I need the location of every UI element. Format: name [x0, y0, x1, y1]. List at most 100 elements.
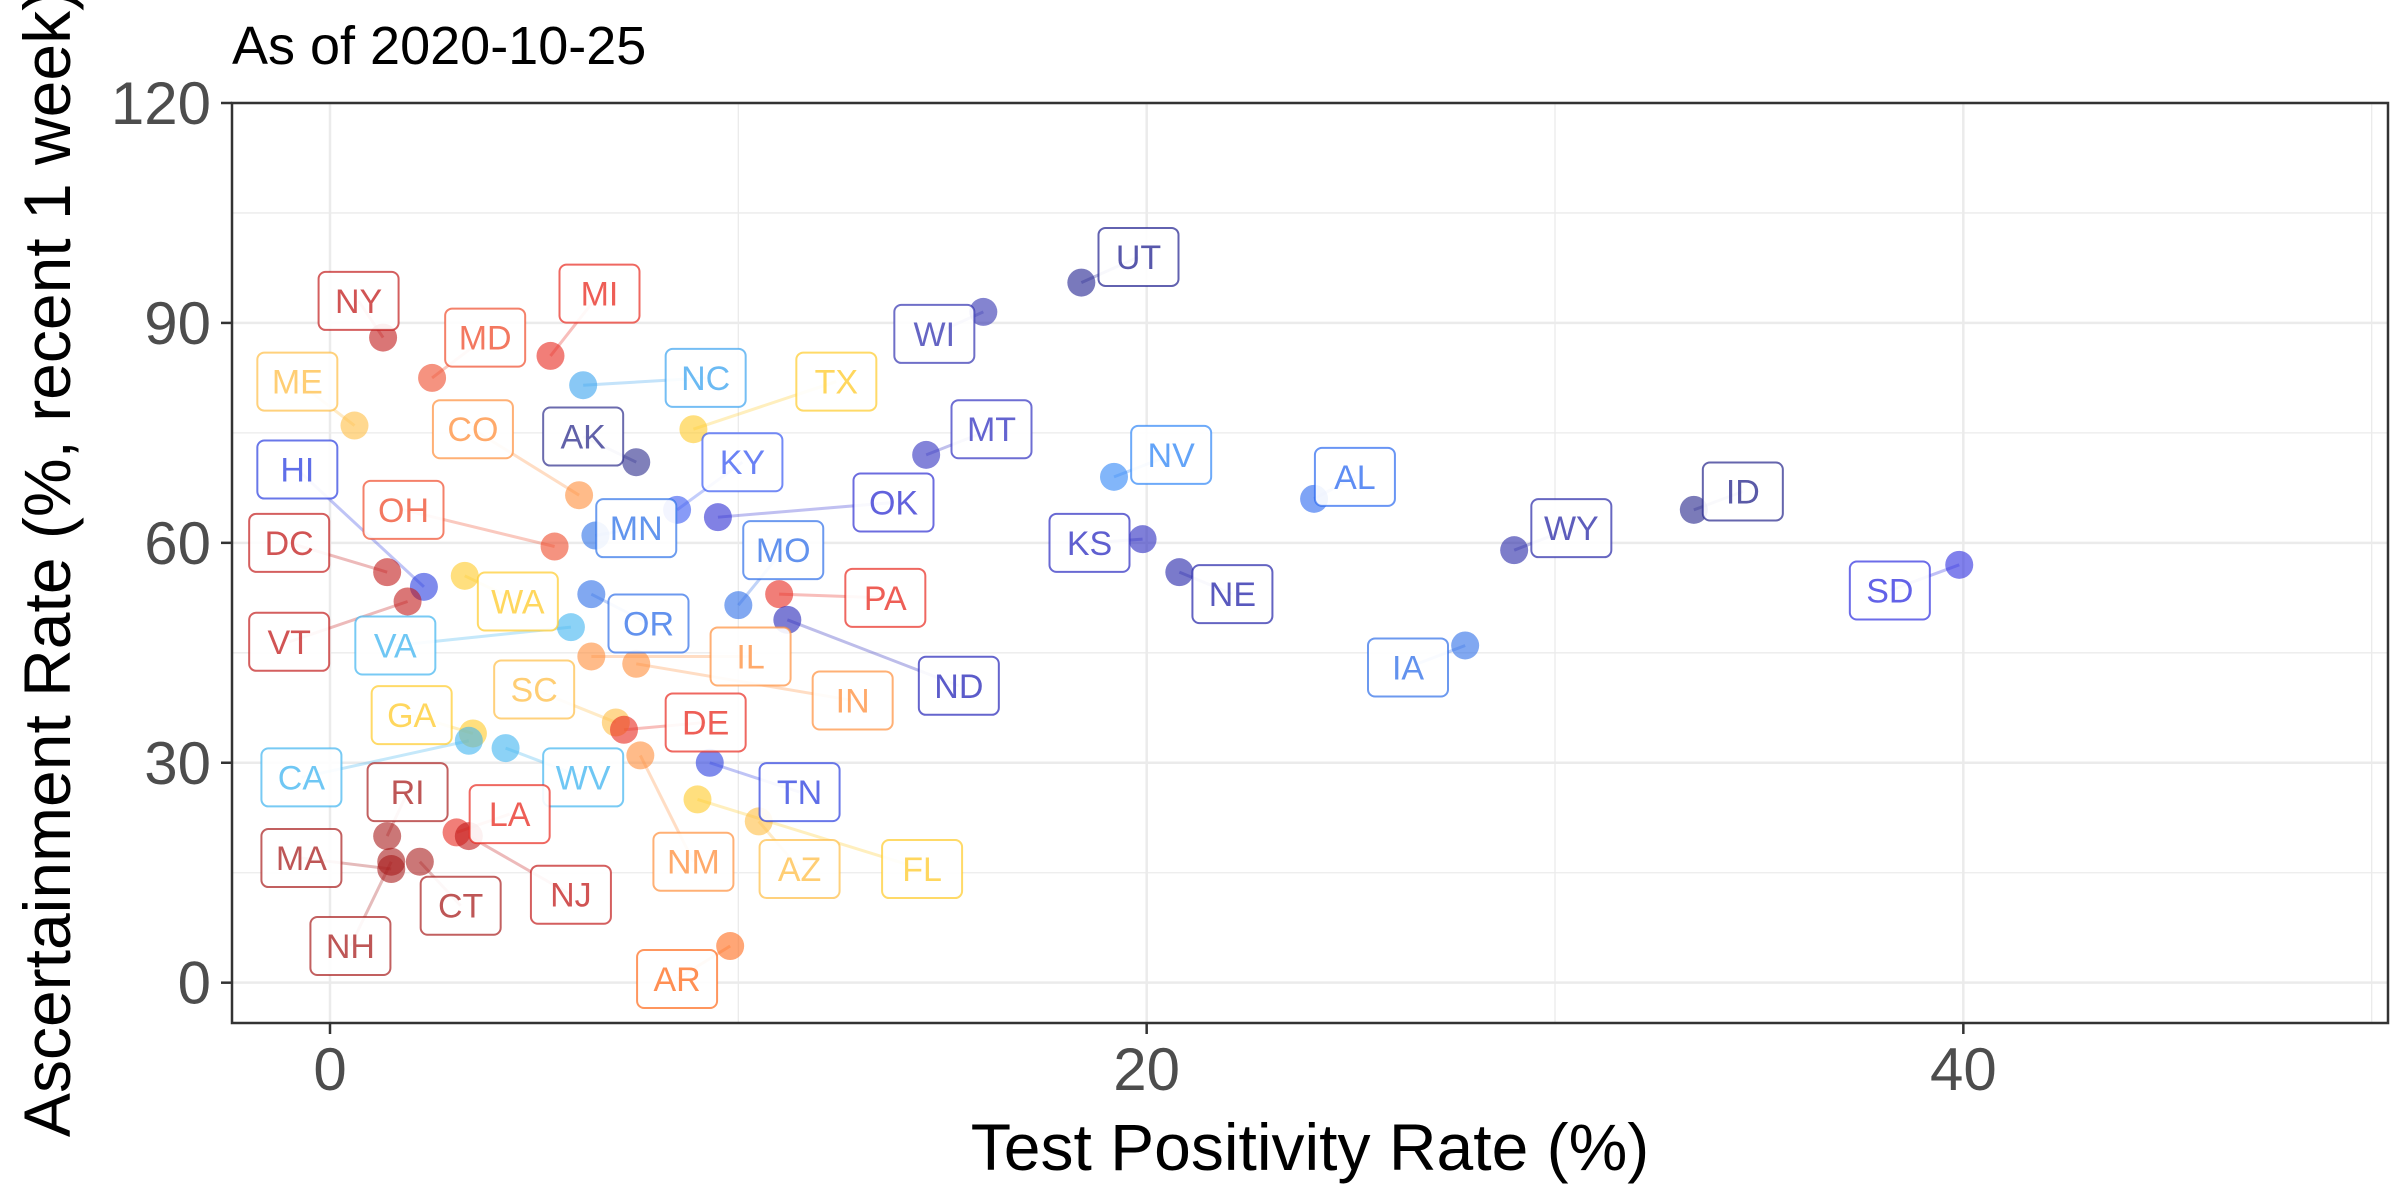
point-label-nv: NV: [1130, 424, 1213, 485]
label-box: [1530, 498, 1613, 559]
y-tick-label: 90: [144, 290, 211, 357]
label-text: WY: [1544, 510, 1599, 548]
point-label-nh: NH: [309, 916, 392, 977]
point-label-mo: MO: [742, 520, 825, 581]
label-text: DE: [682, 704, 729, 742]
data-point-me: [340, 411, 369, 440]
label-text: IA: [1392, 649, 1424, 687]
data-point-nv: [1100, 462, 1128, 491]
label-box: [701, 432, 784, 493]
label-text: SD: [1866, 572, 1913, 610]
data-point-ks: [1128, 525, 1157, 554]
data-point-de: [610, 715, 638, 744]
label-text: WV: [556, 759, 611, 797]
point-label-mt: MT: [950, 399, 1033, 460]
x-tick-label: 20: [1113, 1036, 1180, 1103]
point-label-de: DE: [664, 692, 747, 753]
label-text: KS: [1067, 525, 1112, 563]
data-point-pa: [765, 580, 794, 609]
data-point-tx: [679, 415, 708, 444]
label-box: [709, 626, 792, 687]
data-points: [340, 268, 1974, 961]
label-box: [652, 831, 735, 892]
point-label-id: ID: [1701, 461, 1784, 522]
label-box: [370, 685, 453, 746]
label-text: GA: [387, 697, 436, 735]
data-point-fl: [683, 785, 712, 814]
label-text: AK: [560, 419, 606, 457]
label-text: OK: [869, 485, 918, 523]
data-point-il: [577, 642, 606, 671]
point-label-tn: TN: [758, 762, 841, 823]
label-text: NY: [335, 283, 382, 321]
point-label-wy: WY: [1530, 498, 1613, 559]
label-text: IN: [836, 682, 870, 720]
point-label-ny: NY: [317, 270, 400, 331]
data-point-co: [565, 481, 594, 510]
label-box: [419, 875, 502, 936]
label-box: [542, 406, 625, 467]
data-point-sd: [1945, 550, 1974, 579]
data-point-ar: [716, 932, 745, 961]
data-point-ia: [1451, 631, 1480, 660]
data-point-ok: [703, 503, 732, 532]
label-text: AR: [653, 961, 700, 999]
y-tick-label: 60: [144, 510, 211, 577]
chart-subtitle: As of 2020-10-25: [232, 16, 646, 76]
label-text: NM: [667, 844, 720, 882]
label-box: [468, 784, 551, 845]
label-text: TN: [777, 774, 822, 812]
point-label-ga: GA: [370, 685, 453, 746]
point-label-fl: FL: [881, 839, 964, 900]
label-box: [317, 270, 400, 331]
point-label-ct: CT: [419, 875, 502, 936]
label-text: MD: [459, 320, 512, 358]
label-text: ND: [934, 668, 983, 706]
label-box: [758, 839, 841, 900]
data-point-mi: [536, 341, 565, 370]
label-box: [256, 351, 339, 412]
label-text: KY: [720, 444, 765, 482]
point-label-hi: HI: [256, 439, 339, 500]
label-text: NJ: [550, 877, 592, 915]
point-label-nc: NC: [664, 347, 747, 408]
data-point-wv: [491, 734, 520, 763]
label-box: [811, 670, 894, 731]
label-text: SC: [511, 671, 558, 709]
y-tick-label: 120: [111, 70, 211, 137]
label-text: FL: [902, 851, 942, 889]
label-box: [366, 762, 449, 823]
point-label-ca: CA: [260, 747, 343, 808]
label-box: [607, 593, 690, 654]
label-text: NH: [326, 928, 375, 966]
label-text: MN: [610, 510, 663, 548]
data-point-ct: [405, 847, 434, 876]
label-box: [595, 498, 678, 559]
axes: 0 20 40 0 30 60 90 120: [111, 70, 1997, 1103]
data-point-nh: [377, 847, 406, 876]
label-text: WI: [914, 316, 956, 354]
point-label-in: IN: [811, 670, 894, 731]
point-label-ri: RI: [366, 762, 449, 823]
data-point-id: [1679, 495, 1708, 524]
label-text: VT: [267, 624, 310, 662]
label-text: NC: [681, 360, 730, 398]
label-text: OR: [623, 605, 674, 643]
label-text: WA: [491, 583, 545, 621]
data-point-ca: [454, 726, 483, 755]
label-box: [1848, 560, 1931, 621]
label-box: [431, 399, 514, 460]
point-label-co: CO: [431, 399, 514, 460]
label-text: NV: [1148, 437, 1196, 475]
point-label-ar: AR: [636, 949, 719, 1010]
point-label-or: OR: [607, 593, 690, 654]
label-text: NE: [1209, 576, 1256, 614]
label-box: [309, 916, 392, 977]
label-box: [529, 864, 612, 925]
label-box: [493, 659, 576, 720]
label-text: IL: [736, 638, 764, 676]
label-box: [542, 747, 625, 808]
label-text: OH: [378, 492, 429, 530]
data-point-wi: [969, 297, 998, 326]
data-point-in: [622, 649, 651, 678]
